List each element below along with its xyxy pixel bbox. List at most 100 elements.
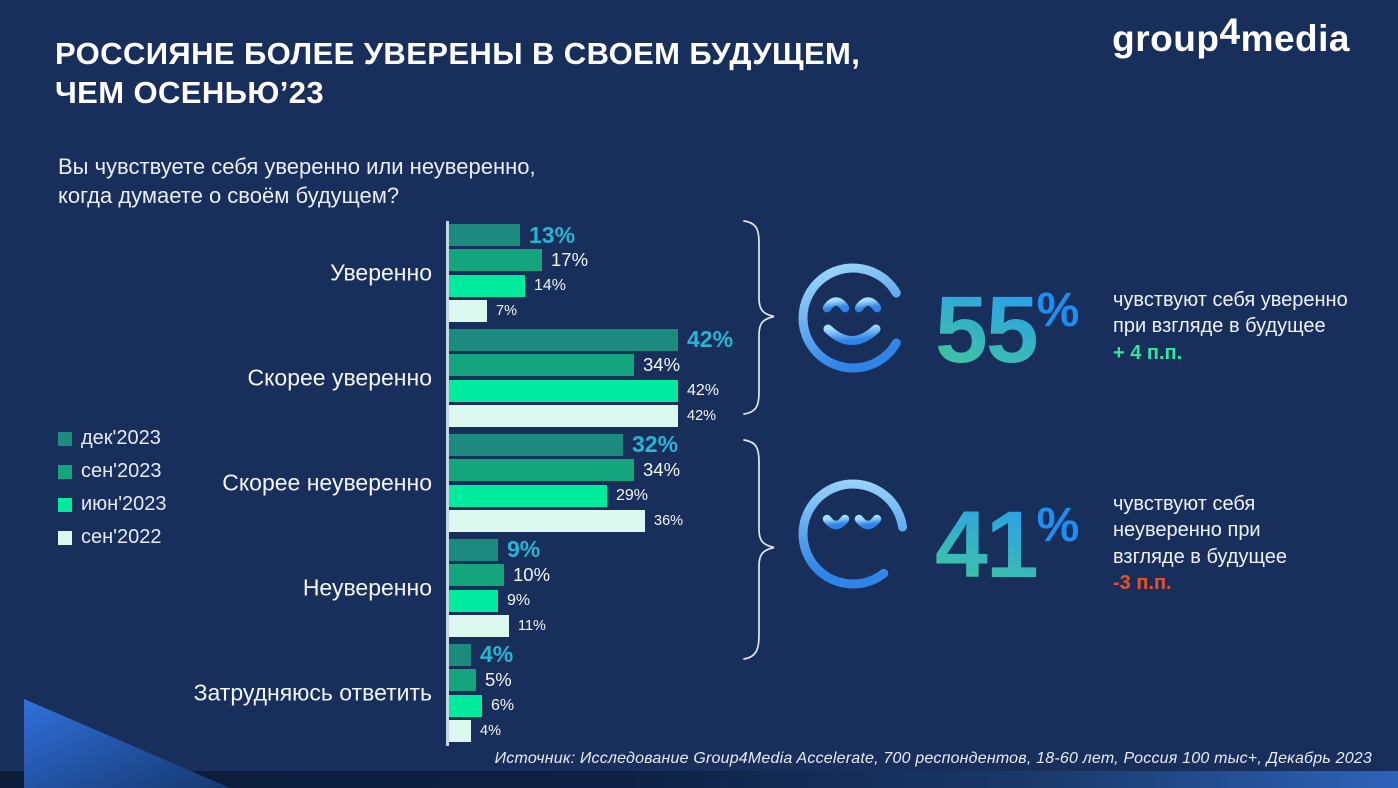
confident-description-line1: чувствуют себя уверенно xyxy=(1113,289,1348,311)
bar-row: 42% xyxy=(449,405,1009,428)
legend-item: июн'2023 xyxy=(58,488,167,521)
bar-row: 6% xyxy=(449,694,1009,717)
bar-value-label: 17% xyxy=(551,249,589,271)
bar-дек'2023 xyxy=(449,433,623,456)
legend-label: сен'2023 xyxy=(81,460,162,482)
bar-row: 36% xyxy=(449,510,1009,533)
confident-percentage: 55% xyxy=(935,283,1079,378)
survey-question: Вы чувствуете себя уверенно или неуверен… xyxy=(58,152,536,211)
bar-сен'2023 xyxy=(449,564,504,587)
legend-swatch xyxy=(58,431,72,446)
bar-сен'2023 xyxy=(449,354,634,377)
bar-group: Затрудняюсь ответить 4% 5% 6% 4% xyxy=(194,641,1009,743)
unconfident-delta: -3 п.п. xyxy=(1113,572,1172,595)
bar-value-label: 5% xyxy=(485,669,512,691)
legend-swatch xyxy=(58,530,72,545)
survey-question-line1: Вы чувствуете себя уверенно или неуверен… xyxy=(58,154,536,179)
unconfident-percentage-value: 41 xyxy=(935,492,1039,598)
bar-июн'2023 xyxy=(449,379,678,402)
bar-row: 13% xyxy=(449,221,1009,248)
bar-value-label: 13% xyxy=(529,221,576,248)
bar-дек'2023 xyxy=(449,643,471,666)
bar-row: 29% xyxy=(449,484,1009,507)
bar-group: Уверенно 13% 17% 14% 7% xyxy=(330,221,1009,323)
category-label: Неуверенно xyxy=(302,574,432,601)
bar-сен'2022 xyxy=(449,510,645,533)
chart-legend: дек'2023 сен'2023 июн'2023 сен'2022 xyxy=(58,422,167,554)
category-label: Скорее неуверенно xyxy=(222,469,432,496)
bar-row: 14% xyxy=(449,274,1009,297)
bar-сен'2022 xyxy=(449,300,487,323)
confident-description: чувствуют себя уверенно при взгляде в бу… xyxy=(1113,287,1348,366)
legend-label: сен'2022 xyxy=(81,526,162,548)
bar-сен'2022 xyxy=(449,405,678,428)
bar-row: 5% xyxy=(449,669,1009,692)
happy-face-icon xyxy=(798,263,901,373)
unconfident-percentage: 41% xyxy=(935,498,1079,593)
bar-сен'2022 xyxy=(449,720,471,743)
bar-value-label: 14% xyxy=(534,276,567,294)
unconfident-description-line1: чувствуют себя xyxy=(1113,493,1256,515)
unconfident-percentage-sign: % xyxy=(1036,499,1080,552)
legend-swatch xyxy=(58,497,72,512)
logo-text-pre: group xyxy=(1112,18,1220,59)
page-title-line2: ЧЕМ ОСЕНЬЮ’23 xyxy=(55,75,325,111)
confident-delta: + 4 п.п. xyxy=(1113,341,1183,364)
bar-value-label: 32% xyxy=(632,431,679,458)
legend-item: сен'2023 xyxy=(58,455,167,488)
bar-дек'2023 xyxy=(449,328,678,351)
bar-row: 9% xyxy=(449,589,1009,612)
corner-wedge-decoration xyxy=(24,699,230,788)
bar-value-label: 4% xyxy=(480,723,501,740)
bar-value-label: 10% xyxy=(513,564,551,586)
confident-description-line2: при взгляде в будущее xyxy=(1113,315,1326,338)
bar-июн'2023 xyxy=(449,484,607,507)
survey-question-line2: когда думаете о своём будущем? xyxy=(58,183,400,209)
bar-value-label: 9% xyxy=(507,591,531,609)
bar-value-label: 42% xyxy=(687,381,720,399)
bar-row: 10% xyxy=(449,564,1009,587)
legend-item: дек'2023 xyxy=(58,422,167,455)
unconfident-description-line3: взгляде в будущее xyxy=(1113,545,1287,568)
bottom-strip-decoration xyxy=(0,771,1398,788)
bar-row: 32% xyxy=(449,431,1009,458)
bar-value-label: 9% xyxy=(507,536,541,563)
bar-row: 42% xyxy=(449,326,1009,352)
bar-chart: Уверенно 13% 17% 14% 7% Скорее уверенно 42% 34%… xyxy=(194,221,1009,749)
logo-text-post: media xyxy=(1240,18,1350,59)
source-note: Источник: Исследование Group4Media Accel… xyxy=(494,750,1372,767)
bar-сен'2023 xyxy=(449,249,542,272)
logo-text-num: 4 xyxy=(1219,11,1241,52)
bar-row: 34% xyxy=(449,459,1009,482)
bar-row: 34% xyxy=(449,354,1009,377)
bar-сен'2023 xyxy=(449,459,634,482)
bar-value-label: 7% xyxy=(496,303,517,320)
unconfident-description-line2: неуверенно при xyxy=(1113,519,1261,542)
group4media-logo: group4media xyxy=(1112,11,1350,60)
bar-group: Скорее неуверенно 32% 34% 29% 36% xyxy=(222,431,1009,533)
bar-group: Скорее уверенно 42% 34% 42% 42% xyxy=(247,326,1009,428)
unconfident-description: чувствуют себя неуверенно при взгляде в … xyxy=(1113,491,1287,597)
bar-value-label: 34% xyxy=(643,354,681,376)
bar-value-label: 34% xyxy=(643,459,681,481)
chart-axis xyxy=(446,221,449,746)
bar-group: Неуверенно 9% 10% 9% 11% xyxy=(303,536,1009,638)
bar-row: 42% xyxy=(449,379,1009,402)
bar-value-label: 29% xyxy=(616,486,649,504)
bar-value-label: 6% xyxy=(491,696,515,714)
category-label: Скорее уверенно xyxy=(247,364,432,391)
confident-percentage-sign: % xyxy=(1036,284,1080,337)
category-label: Уверенно xyxy=(330,259,432,286)
bar-row: 4% xyxy=(449,720,1009,743)
bar-value-label: 42% xyxy=(687,408,717,425)
bar-июн'2023 xyxy=(449,274,525,297)
bar-value-label: 11% xyxy=(518,618,546,635)
bar-value-label: 4% xyxy=(480,641,514,668)
bar-июн'2023 xyxy=(449,694,482,717)
bar-row: 11% xyxy=(449,615,1009,638)
bar-сен'2022 xyxy=(449,615,509,638)
confident-percentage-value: 55 xyxy=(935,277,1039,383)
bar-row: 9% xyxy=(449,536,1009,563)
page-title: РОССИЯНЕ БОЛЕЕ УВЕРЕНЫ В СВОЕМ БУДУЩЕМ, … xyxy=(55,34,860,112)
